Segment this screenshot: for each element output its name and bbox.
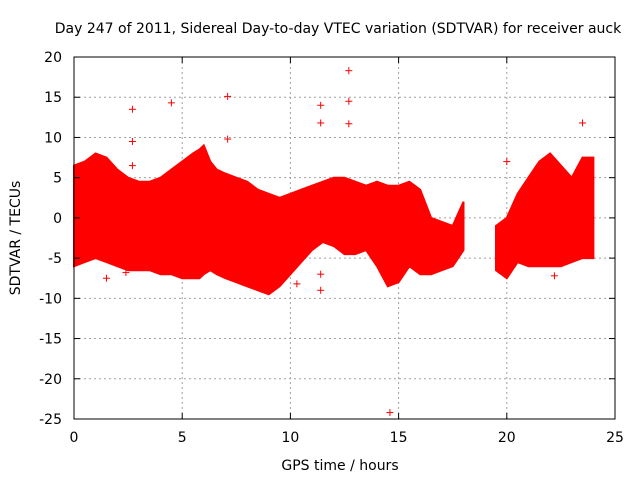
outlier-point (224, 92, 232, 100)
y-tick-label: 0 (53, 211, 62, 227)
outlier-point (224, 135, 232, 143)
outlier-point (345, 97, 353, 105)
data-band-late (495, 152, 595, 280)
chart-title: Day 247 of 2011, Sidereal Day-to-day VTE… (55, 21, 622, 37)
outlier-point (167, 99, 175, 107)
plot-border (73, 56, 616, 420)
x-tick-label: 5 (178, 430, 187, 446)
outlier-point (386, 409, 394, 417)
y-tick-label: 10 (44, 130, 62, 146)
y-axis-label: SDTVAR / TECUs (8, 181, 24, 296)
outlier-point (579, 119, 587, 127)
outlier-point (550, 272, 558, 280)
outlier-point (317, 286, 325, 294)
y-tick-label: 15 (44, 90, 62, 106)
outlier-points (102, 67, 587, 417)
x-tick-label: 25 (606, 430, 624, 446)
outlier-point (345, 67, 353, 75)
y-tick-label: -10 (39, 291, 62, 307)
y-tick-label: -15 (39, 332, 62, 348)
outlier-point (317, 101, 325, 109)
y-tick-label: -5 (48, 251, 62, 267)
outlier-point (128, 105, 136, 113)
data-band-main (73, 143, 465, 296)
y-tick-label: 20 (44, 50, 62, 66)
outlier-point (293, 280, 301, 288)
outlier-point (128, 137, 136, 145)
outlier-point (122, 269, 130, 277)
x-axis-ticks: 0 5 10 15 20 25 (70, 57, 624, 446)
y-tick-label: -20 (39, 372, 62, 388)
outlier-point (128, 162, 136, 170)
outlier-point (102, 274, 110, 282)
x-tick-label: 20 (498, 430, 516, 446)
y-axis-ticks: -25 -20 -15 -10 -5 0 5 10 15 20 (39, 50, 615, 428)
x-tick-label: 10 (281, 430, 299, 446)
outlier-point (503, 158, 511, 166)
y-tick-label: -25 (39, 412, 62, 428)
outlier-point (317, 119, 325, 127)
x-tick-label: 0 (70, 430, 79, 446)
x-axis-label: GPS time / hours (281, 458, 398, 474)
outlier-point (317, 270, 325, 278)
data-region (73, 143, 595, 296)
outlier-point (345, 120, 353, 128)
y-tick-label: 5 (53, 171, 62, 187)
x-tick-label: 15 (390, 430, 408, 446)
